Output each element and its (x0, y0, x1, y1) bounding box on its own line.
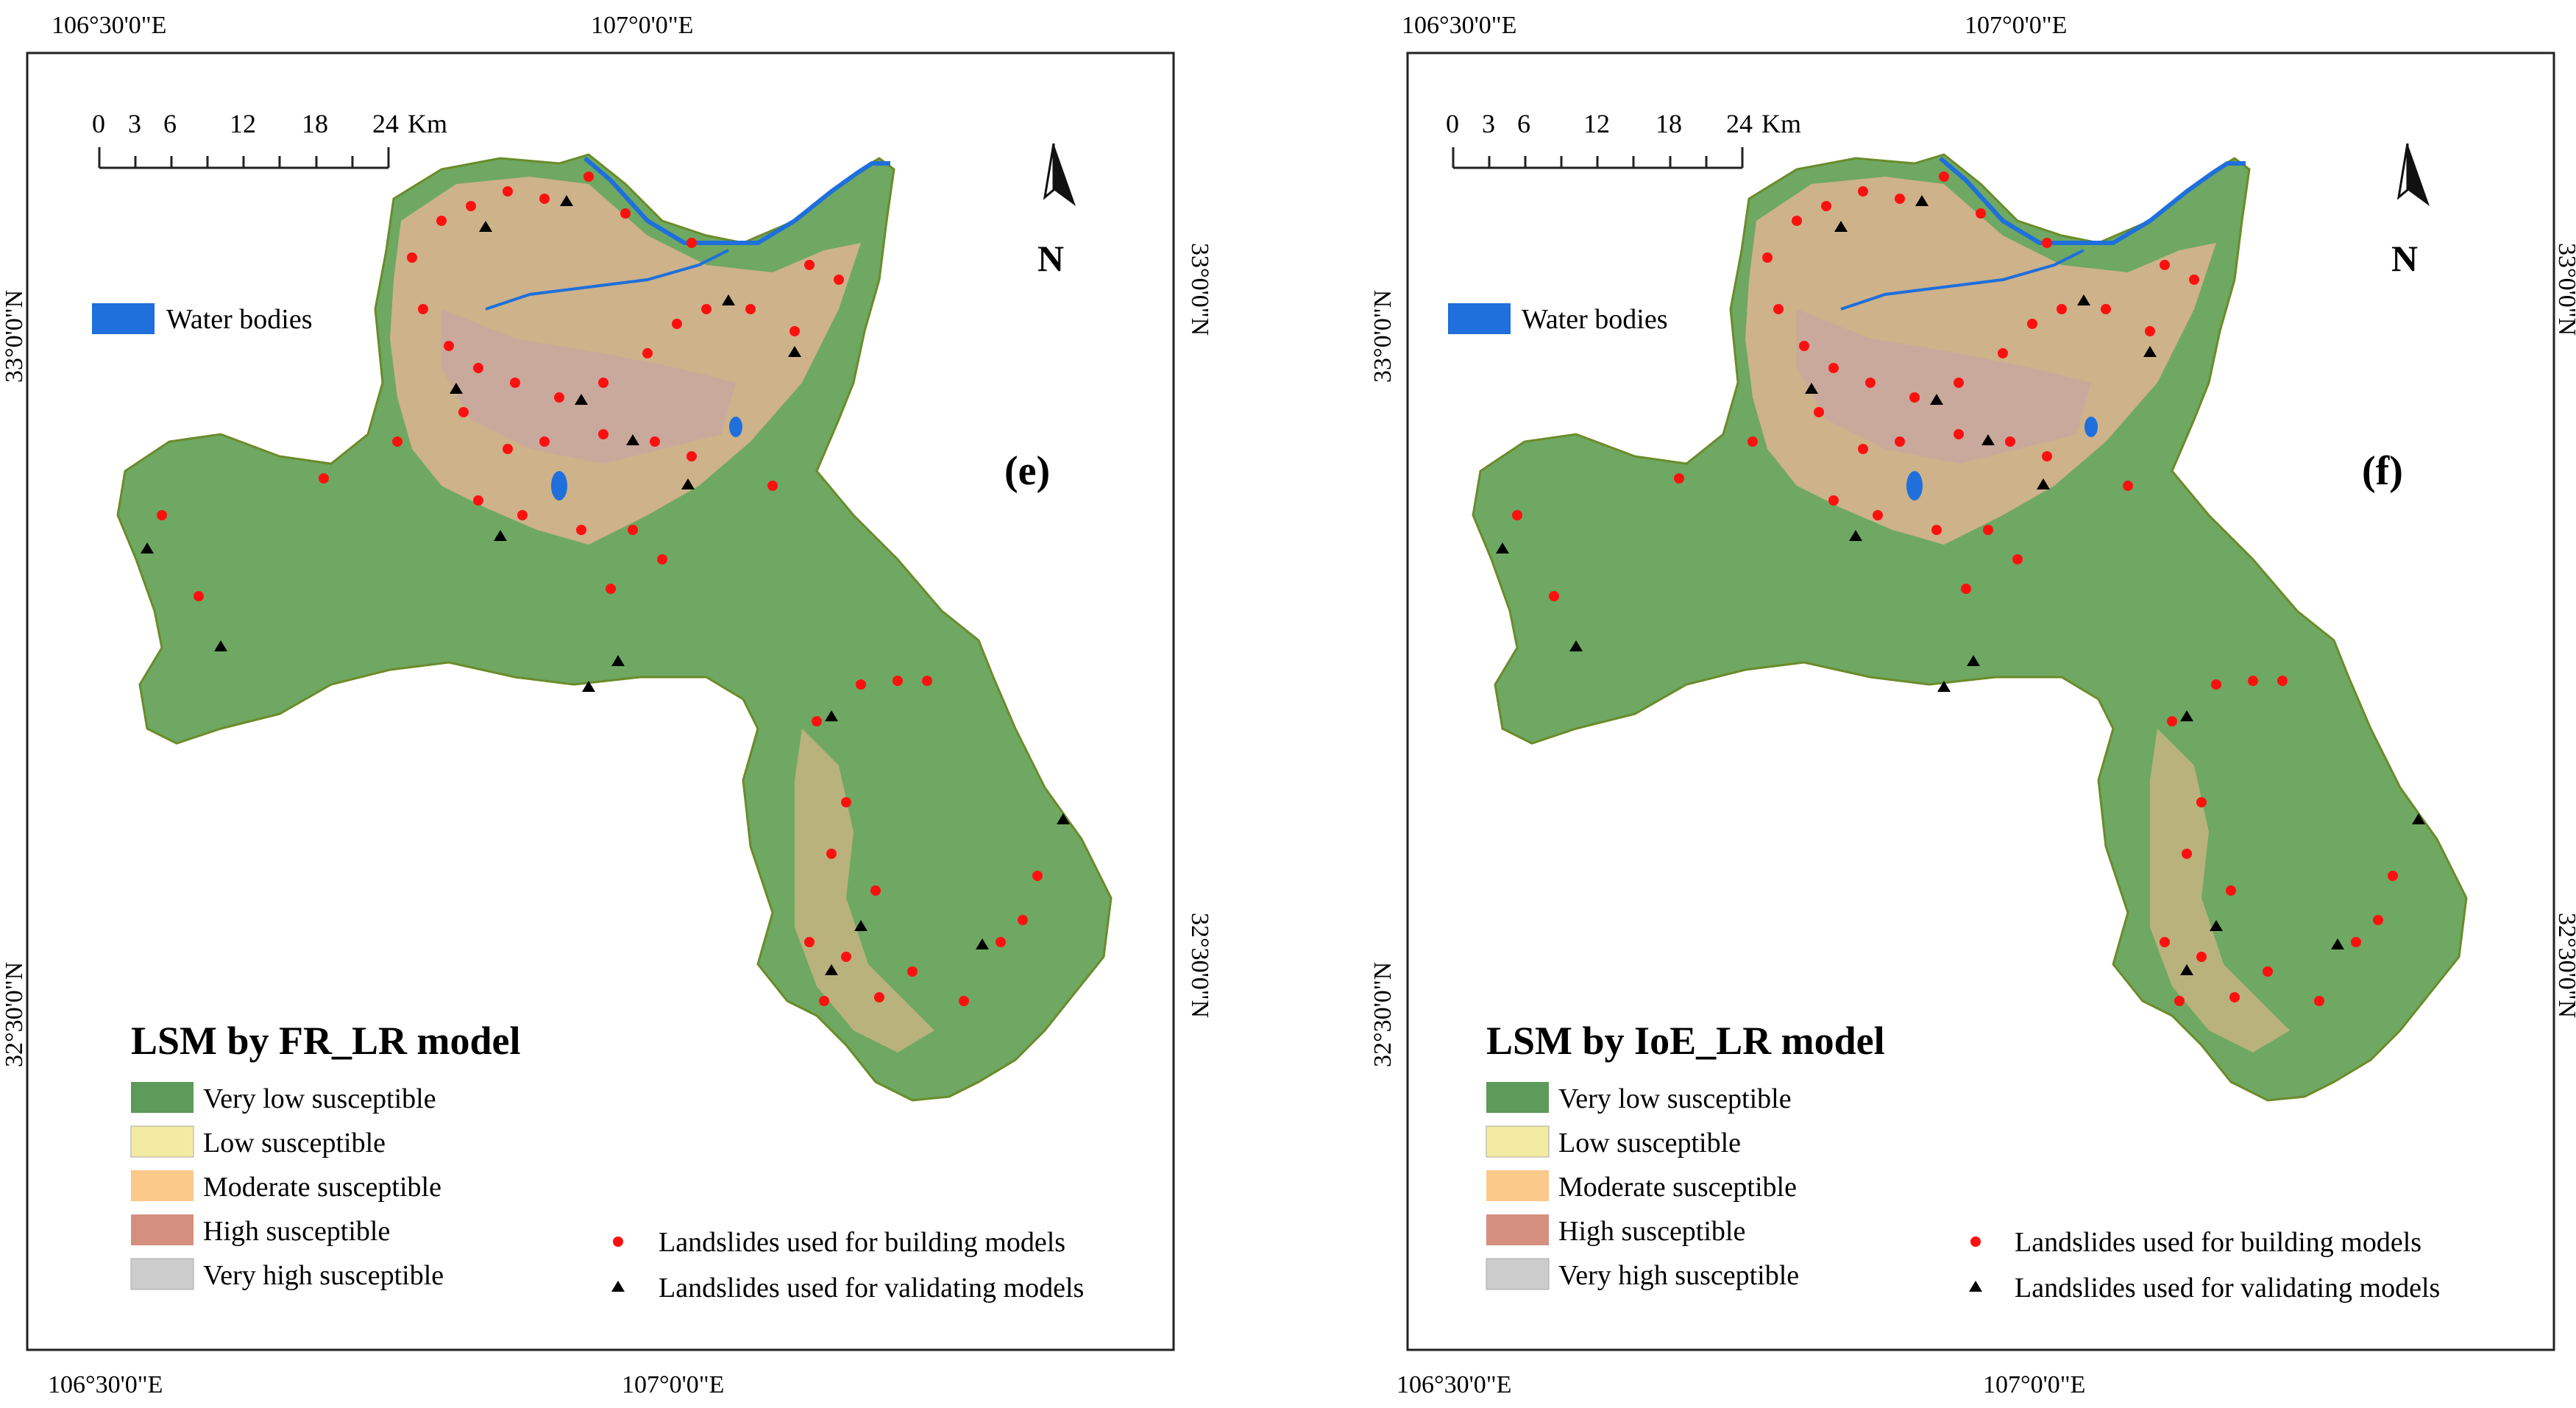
right-lat-label-2: 32°30'0"N (1186, 913, 1213, 1018)
scale-tick-24: 24 (372, 109, 399, 138)
water-legend-swatch (1448, 303, 1511, 334)
legend-low: Low susceptible (1558, 1128, 1741, 1158)
legend-very-high: Very high susceptible (1558, 1260, 1799, 1291)
tributary-river (1840, 249, 2084, 311)
legend-swatch-moderate (1486, 1170, 1549, 1201)
building-landslide-points (1512, 171, 2398, 1006)
scale-bar: 0 3 6 12 18 24 Km (1446, 109, 1801, 169)
right-lat-label-1: 33°0'0"N (2553, 243, 2575, 336)
north-letter: N (1037, 238, 1064, 279)
legend-validating-triangle (1969, 1281, 1982, 1292)
water-legend-swatch (92, 303, 155, 334)
legend-building-dot (1970, 1237, 1981, 1247)
map-svg-e: 106°30'0"E 107°0'0"E 106°30'0"E 107°0'0"… (1, 12, 1213, 1398)
left-lat-label-1: 33°0'0"N (1369, 290, 1397, 383)
legend-low: Low susceptible (203, 1128, 386, 1158)
legend-title: LSM by IoE_LR model (1486, 1019, 1885, 1063)
building-landslide-points (157, 171, 1043, 1006)
legend-swatch-moderate (131, 1170, 194, 1201)
legend-swatch-high (1486, 1214, 1549, 1245)
legend-swatch-high (131, 1214, 194, 1245)
right-lat-label-1: 33°0'0"N (1186, 243, 1213, 336)
top-lon-label-1: 106°30'0"E (1402, 12, 1516, 39)
map-svg-f: 106°30'0"E 107°0'0"E 106°30'0"E 107°0'0"… (1369, 12, 2575, 1398)
scale-tick-24: 24 (1726, 109, 1753, 138)
validating-landslide-points (141, 195, 1070, 975)
scale-unit: Km (1761, 109, 1801, 138)
panel-tag: (e) (1004, 448, 1050, 494)
right-lat-label-2: 32°30'0"N (2553, 913, 2575, 1018)
study-area-group (1472, 153, 2468, 1102)
water-legend-label: Water bodies (166, 304, 312, 335)
legend-very-high: Very high susceptible (203, 1260, 444, 1291)
legend-building-dot (613, 1237, 623, 1247)
validating-landslide-points (1496, 195, 2425, 975)
legend-swatch-very-high (130, 1258, 194, 1290)
bottom-lon-label-2: 107°0'0"E (622, 1371, 724, 1398)
left-lat-label-2: 32°30'0"N (1369, 962, 1397, 1067)
legend-building: Landslides used for building models (659, 1227, 1065, 1258)
legend-swatch-very-low (131, 1082, 194, 1113)
scale-unit: Km (408, 109, 447, 138)
bottom-lon-label-1: 106°30'0"E (1397, 1371, 1511, 1398)
very-high-susceptibility-zone (441, 309, 736, 464)
legend-moderate: Moderate susceptible (1558, 1172, 1797, 1203)
scale-tick-3: 3 (128, 109, 141, 138)
scale-tick-6: 6 (163, 109, 177, 138)
lake-2 (2084, 417, 2098, 437)
left-lat-label-2: 32°30'0"N (1, 962, 28, 1067)
legend-swatch-low (1486, 1125, 1550, 1158)
north-letter: N (2391, 238, 2418, 279)
legend-building: Landslides used for building models (2015, 1227, 2421, 1258)
legend-high: High susceptible (1558, 1216, 1745, 1247)
scale-tick-12: 12 (230, 109, 256, 138)
scale-bar: 0 3 6 12 18 24 Km (92, 109, 447, 169)
north-arrow-icon: N (1037, 143, 1076, 279)
lake-1 (1906, 471, 1923, 500)
north-arrow-icon: N (2391, 143, 2430, 279)
scale-tick-12: 12 (1583, 109, 1610, 138)
lake-2 (729, 417, 742, 437)
scale-tick-0: 0 (92, 109, 105, 138)
bottom-lon-label-1: 106°30'0"E (48, 1371, 163, 1398)
map-panel-e: 106°30'0"E 107°0'0"E 106°30'0"E 107°0'0"… (1, 12, 1213, 1398)
scale-tick-3: 3 (1482, 109, 1495, 138)
top-lon-label-2: 107°0'0"E (591, 12, 693, 39)
panel-tag: (f) (2362, 448, 2403, 494)
water-legend-label: Water bodies (1522, 304, 1667, 335)
tributary-river (485, 249, 729, 311)
legend-title: LSM by FR_LR model (131, 1019, 521, 1063)
study-area-region (1472, 153, 2468, 1102)
study-area-region (116, 153, 1113, 1102)
scale-tick-18: 18 (1656, 109, 1682, 138)
scale-tick-0: 0 (1446, 109, 1459, 138)
top-lon-label-1: 106°30'0"E (52, 12, 166, 39)
map-panel-f: 106°30'0"E 107°0'0"E 106°30'0"E 107°0'0"… (1288, 0, 2575, 1408)
lake-1 (551, 471, 567, 500)
legend-validating-triangle (611, 1281, 625, 1292)
bottom-lon-label-2: 107°0'0"E (1983, 1371, 2085, 1398)
legend-moderate: Moderate susceptible (203, 1172, 441, 1203)
legend-validating: Landslides used for validating models (2015, 1273, 2440, 1303)
top-lon-label-2: 107°0'0"E (1965, 12, 2067, 39)
very-high-susceptibility-zone (1797, 309, 2091, 464)
scale-tick-6: 6 (1517, 109, 1530, 138)
main-river (1939, 156, 2246, 245)
legend-validating: Landslides used for validating models (659, 1273, 1084, 1303)
main-river (583, 156, 890, 245)
scale-tick-18: 18 (302, 109, 328, 138)
left-lat-label-1: 33°0'0"N (1, 290, 28, 383)
legend-very-low: Very low susceptible (1558, 1083, 1792, 1114)
legend-high: High susceptible (203, 1216, 390, 1247)
legend-very-low: Very low susceptible (203, 1083, 436, 1114)
legend-swatch-very-low (1486, 1082, 1549, 1113)
legend-swatch-very-high (1486, 1258, 1550, 1290)
legend-swatch-low (130, 1125, 194, 1158)
